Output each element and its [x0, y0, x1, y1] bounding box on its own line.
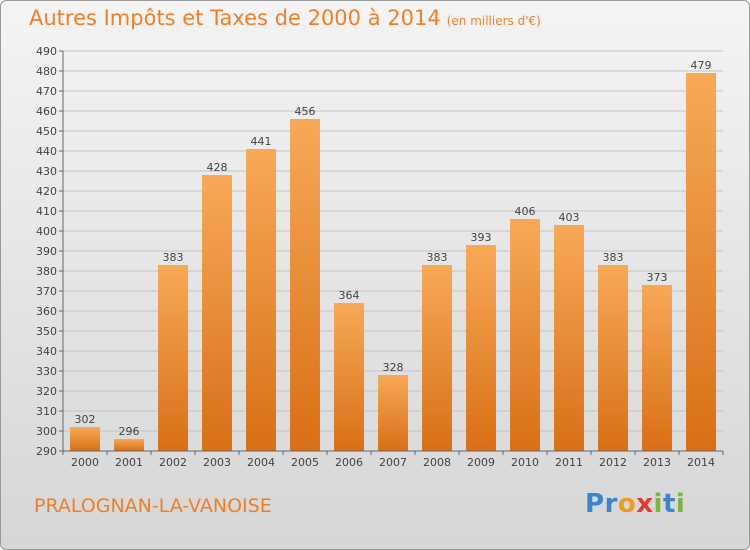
bar — [510, 219, 540, 451]
x-tick-label: 2000 — [71, 456, 99, 469]
x-tick-label: 2013 — [643, 456, 671, 469]
x-tick-label: 2004 — [247, 456, 275, 469]
chart-title-text: Autres Impôts et Taxes de 2000 à 2014 — [29, 6, 441, 30]
bar-value-label: 428 — [207, 161, 228, 174]
logo-letter: x — [636, 489, 654, 519]
y-tick-label: 300 — [36, 425, 57, 438]
y-tick-label: 390 — [36, 245, 57, 258]
y-tick-label: 440 — [36, 145, 57, 158]
y-tick-label: 360 — [36, 305, 57, 318]
bar — [378, 375, 408, 451]
x-tick-label: 2008 — [423, 456, 451, 469]
bar-value-label: 456 — [295, 105, 316, 118]
y-tick-label: 350 — [36, 325, 57, 338]
bar — [466, 245, 496, 451]
y-tick-label: 410 — [36, 205, 57, 218]
bar — [290, 119, 320, 451]
bar — [334, 303, 364, 451]
y-tick-label: 340 — [36, 345, 57, 358]
bar — [554, 225, 584, 451]
x-tick-label: 2006 — [335, 456, 363, 469]
x-tick-label: 2002 — [159, 456, 187, 469]
bar-value-label: 383 — [163, 251, 184, 264]
x-tick-label: 2009 — [467, 456, 495, 469]
bar-value-label: 302 — [75, 413, 96, 426]
x-tick-label: 2012 — [599, 456, 627, 469]
x-tick-label: 2005 — [291, 456, 319, 469]
y-tick-label: 320 — [36, 385, 57, 398]
chart-title: Autres Impôts et Taxes de 2000 à 2014 (en… — [29, 6, 541, 30]
y-tick-label: 290 — [36, 445, 57, 458]
x-tick-label: 2011 — [555, 456, 583, 469]
y-tick-label: 470 — [36, 85, 57, 98]
y-tick-label: 400 — [36, 225, 57, 238]
axes: 290 300 310 320 330 340 350 360 370 380 390 400 410 4… — [36, 45, 724, 469]
bar-value-label: 296 — [119, 425, 140, 438]
logo-letter: t — [662, 489, 676, 519]
y-tick-label: 310 — [36, 405, 57, 418]
proxiti-logo: Proxiti — [585, 489, 685, 519]
bar — [202, 175, 232, 451]
bar-value-label: 373 — [647, 271, 668, 284]
y-tick-label: 450 — [36, 125, 57, 138]
x-tick-label: 2001 — [115, 456, 143, 469]
bar — [642, 285, 672, 451]
commune-name: PRALOGNAN-LA-VANOISE — [34, 495, 272, 517]
bar-value-label: 383 — [603, 251, 624, 264]
logo-letter: i — [653, 489, 663, 519]
y-tick-label: 330 — [36, 365, 57, 378]
logo-letter: o — [617, 489, 637, 519]
bar — [158, 265, 188, 451]
bars: 302 296 383 428 441 456 364 328 383 393 406 403 383 3… — [70, 59, 716, 451]
bar-value-label: 403 — [559, 211, 580, 224]
y-tick-label: 480 — [36, 65, 57, 78]
x-tick-label: 2007 — [379, 456, 407, 469]
y-tick-label: 370 — [36, 285, 57, 298]
bar-value-label: 393 — [471, 231, 492, 244]
logo-letter: r — [604, 489, 618, 519]
y-tick-label: 490 — [36, 45, 57, 58]
y-tick-label: 430 — [36, 165, 57, 178]
chart-subtitle: (en milliers d'€) — [446, 14, 541, 28]
y-tick-label: 420 — [36, 185, 57, 198]
bar-value-label: 383 — [427, 251, 448, 264]
bar — [114, 439, 144, 451]
bar — [598, 265, 628, 451]
logo-letter: P — [585, 489, 605, 519]
bar-value-label: 479 — [691, 59, 712, 72]
x-tick-label: 2014 — [687, 456, 715, 469]
x-tick-label: 2003 — [203, 456, 231, 469]
bar-value-label: 406 — [515, 205, 536, 218]
bar-value-label: 328 — [383, 361, 404, 374]
y-tick-label: 460 — [36, 105, 57, 118]
bar — [686, 73, 716, 451]
bar-value-label: 364 — [339, 289, 360, 302]
x-tick-label: 2010 — [511, 456, 539, 469]
bar-value-label: 441 — [251, 135, 272, 148]
bar — [422, 265, 452, 451]
bar — [70, 427, 100, 451]
y-tick-label: 380 — [36, 265, 57, 278]
bar — [246, 149, 276, 451]
logo-letter: i — [675, 489, 686, 519]
